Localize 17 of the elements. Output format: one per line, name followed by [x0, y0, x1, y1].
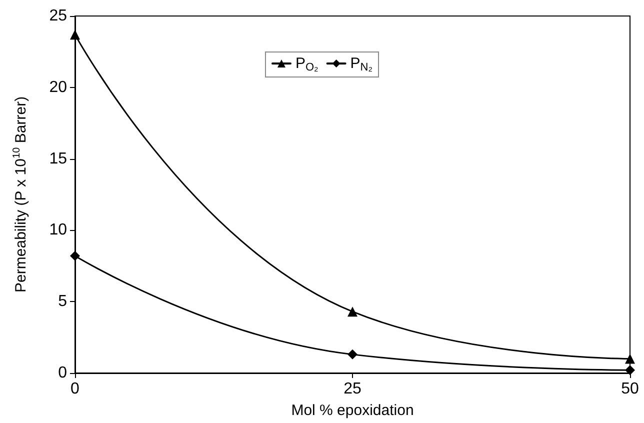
y-tick-label: 5	[58, 293, 68, 310]
y-axis-title: Permeability (P x 1010 Barrer)	[12, 96, 30, 292]
x-tick-label: 50	[621, 380, 639, 398]
point	[70, 250, 80, 261]
x-axis-title: Mol % epoxidation	[291, 402, 414, 419]
y-tick-label: 15	[49, 150, 68, 168]
point	[348, 349, 358, 360]
point	[625, 354, 635, 364]
y-tick-label: 0	[58, 364, 68, 382]
x-tick-label: 0	[70, 380, 80, 398]
y-tick-label: 10	[49, 222, 68, 239]
y-tick-label: 20	[49, 78, 68, 96]
point	[625, 365, 635, 376]
point	[70, 30, 80, 40]
x-tick-label: 25	[344, 380, 362, 398]
y-tick-label: 25	[49, 8, 68, 24]
point	[348, 306, 358, 317]
